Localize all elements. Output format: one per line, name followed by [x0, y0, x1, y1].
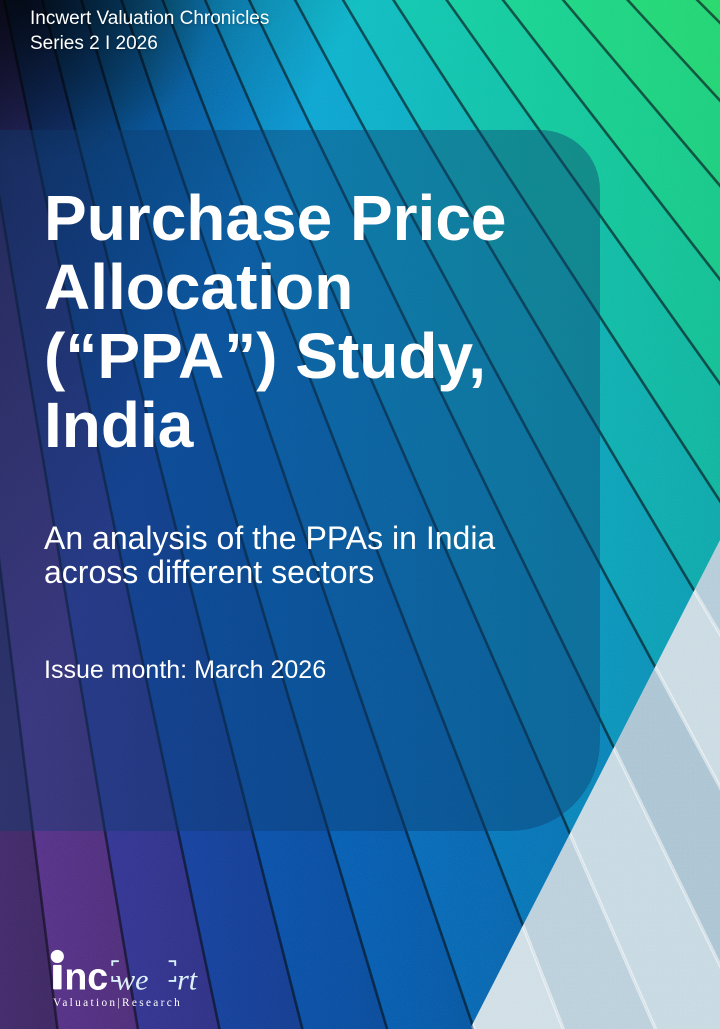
svg-text:rt: rt [177, 962, 198, 996]
svg-text:Valuation|Research: Valuation|Research [53, 997, 182, 1009]
svg-text:we: we [115, 962, 148, 996]
svg-text:nc: nc [64, 955, 108, 997]
